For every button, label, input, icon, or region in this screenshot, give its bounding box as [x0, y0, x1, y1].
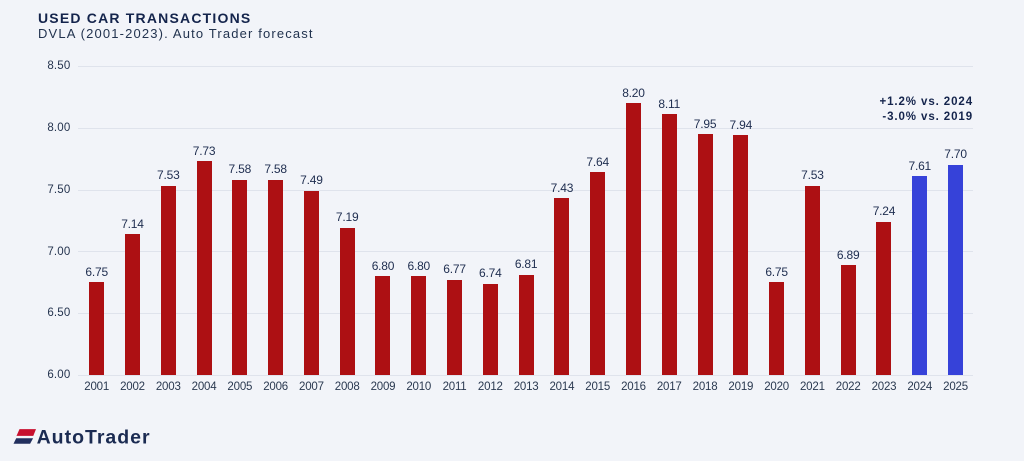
svg-text:AutoTrader: AutoTrader [37, 427, 151, 449]
